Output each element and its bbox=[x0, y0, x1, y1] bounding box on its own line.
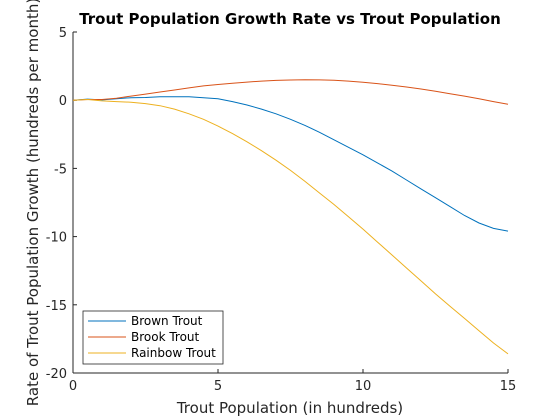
x-tick-label: 0 bbox=[69, 379, 77, 394]
x-tick-label: 10 bbox=[355, 379, 372, 394]
x-tick-label: 5 bbox=[214, 379, 222, 394]
legend-label: Brown Trout bbox=[131, 314, 203, 328]
legend-label: Brook Trout bbox=[131, 330, 200, 344]
legend: Brown Trout Brook Trout Rainbow Trout bbox=[83, 311, 223, 364]
y-tick-label: -5 bbox=[54, 162, 67, 177]
x-tick-label: 15 bbox=[500, 379, 517, 394]
series-line-brook-trout bbox=[73, 80, 508, 105]
legend-label: Rainbow Trout bbox=[131, 346, 216, 360]
chart-title: Trout Population Growth Rate vs Trout Po… bbox=[79, 10, 501, 28]
y-tick-label: -15 bbox=[46, 299, 67, 314]
y-tick-label: -10 bbox=[46, 231, 67, 246]
y-axis-label: Rate of Trout Population Growth (hundred… bbox=[24, 0, 42, 406]
y-tick-label: 5 bbox=[59, 26, 67, 41]
x-axis-label: Trout Population (in hundreds) bbox=[176, 399, 403, 417]
y-tick-label: 0 bbox=[59, 94, 67, 109]
series-line-brown-trout bbox=[73, 97, 508, 231]
y-tick-label: -20 bbox=[46, 367, 67, 382]
